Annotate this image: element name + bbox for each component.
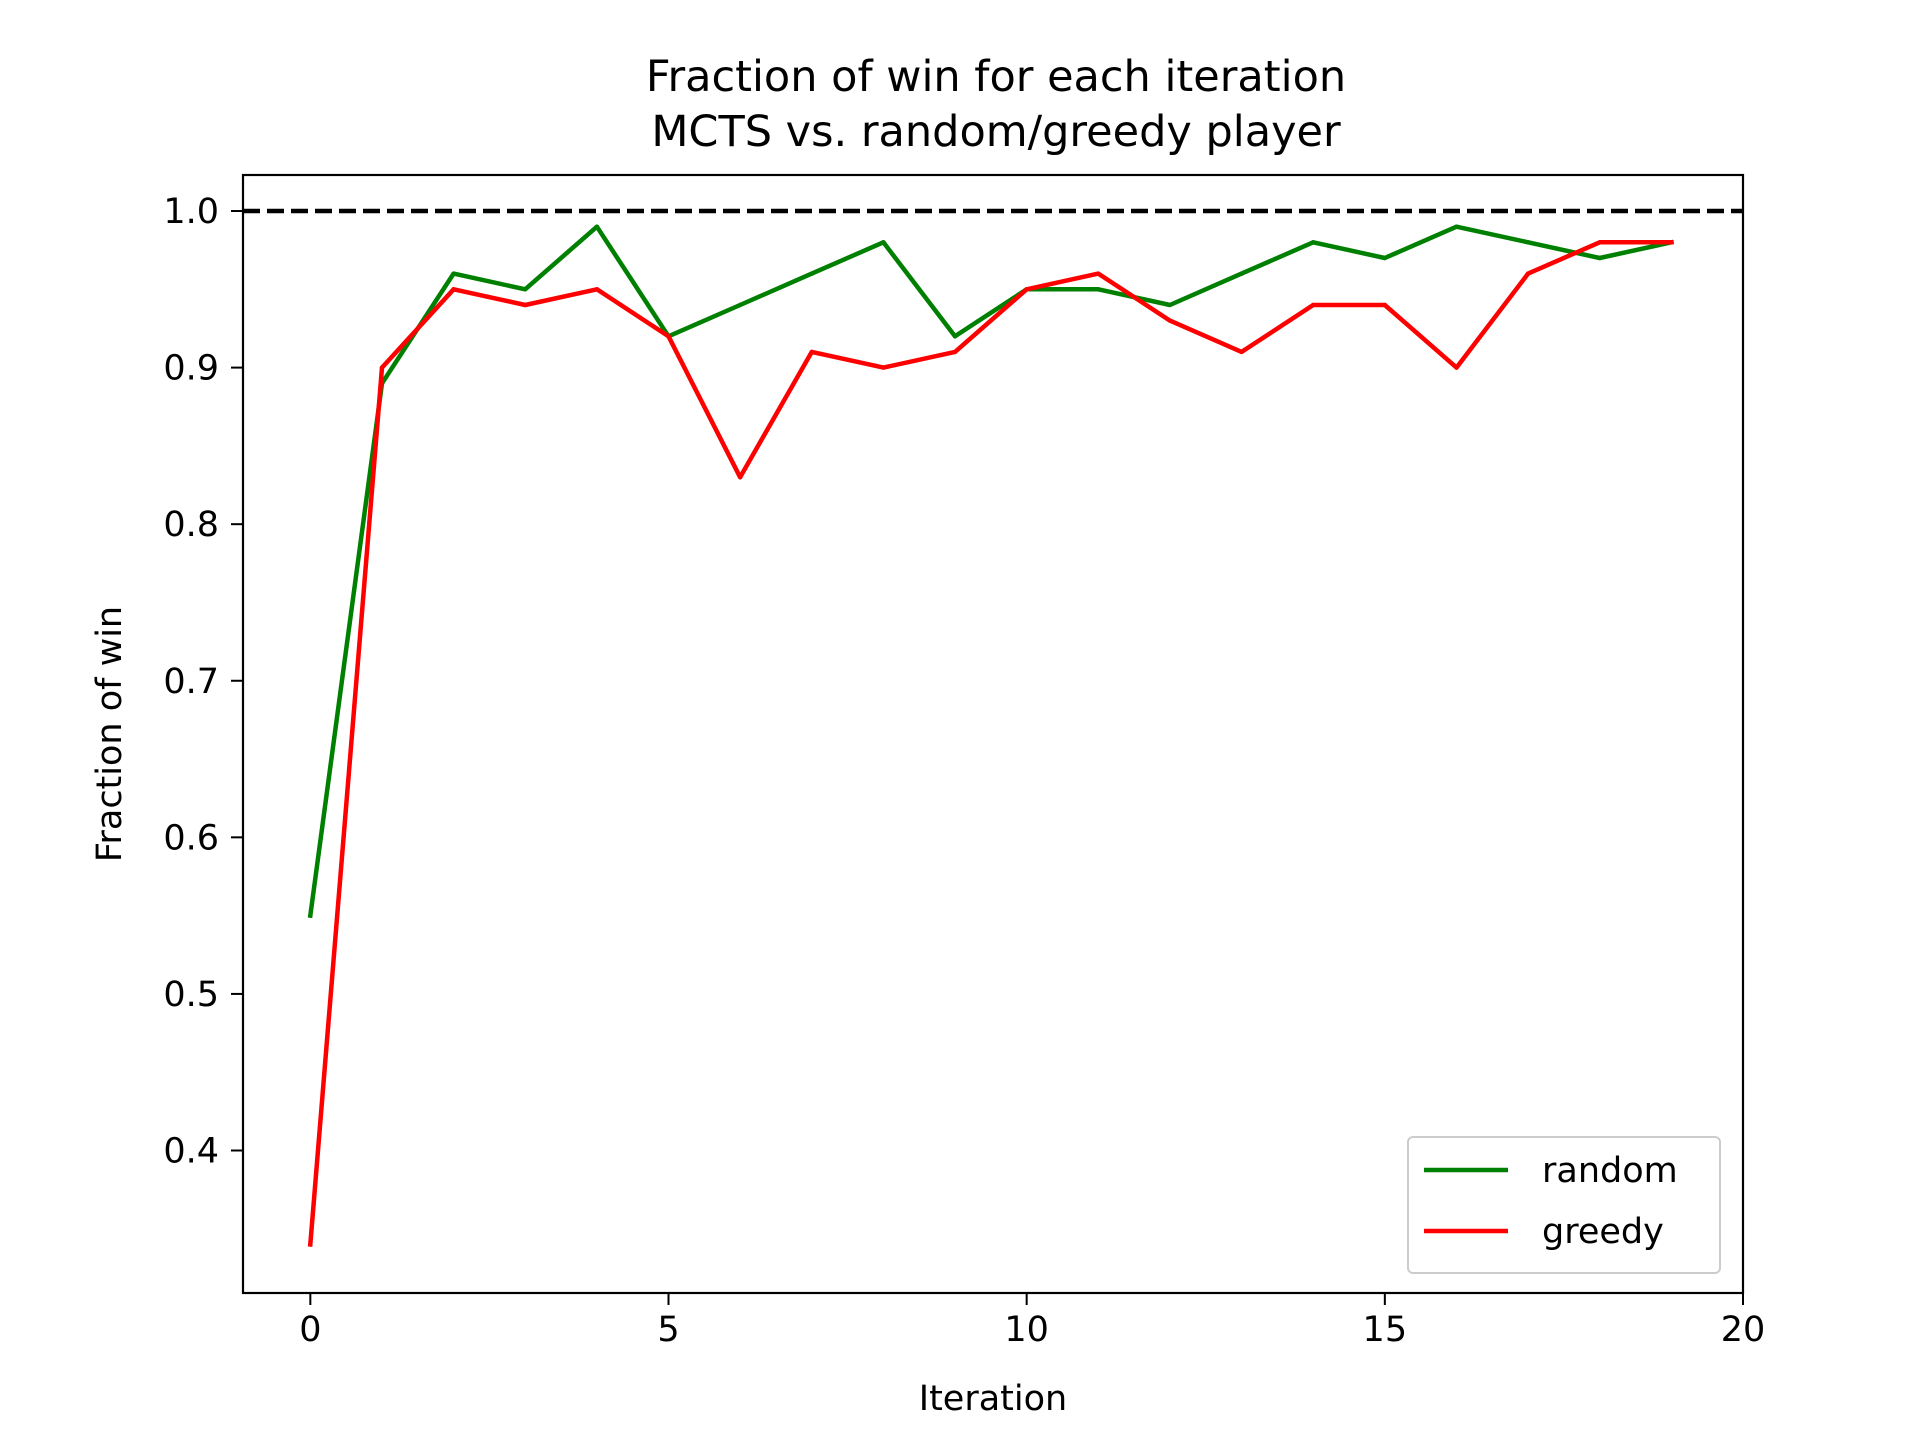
- data-point-greedy-1: [379, 365, 385, 370]
- data-point-random-11: [1096, 287, 1101, 292]
- data-point-random-17: [1525, 240, 1531, 245]
- y-tick-label: 0.9: [163, 349, 219, 389]
- data-point-random-13: [1239, 271, 1244, 276]
- data-point-random-8: [881, 240, 886, 245]
- data-point-random-4: [594, 224, 600, 229]
- chart-subtitle: MCTS vs. random/greedy player: [651, 107, 1341, 157]
- data-point-greedy-8: [881, 365, 886, 370]
- chart-title: Fraction of win for each iteration: [646, 52, 1346, 102]
- data-point-greedy-11: [1096, 271, 1101, 276]
- data-point-greedy-15: [1382, 302, 1388, 308]
- legend-label-random: random: [1542, 1151, 1678, 1191]
- x-axis-label: Iteration: [919, 1379, 1067, 1419]
- y-tick-label: 0.8: [163, 505, 219, 545]
- data-point-greedy-3: [523, 302, 528, 308]
- data-point-greedy-7: [809, 349, 814, 355]
- data-point-random-15: [1382, 255, 1388, 261]
- data-point-greedy-18: [1597, 240, 1602, 245]
- y-tick-label: 0.5: [163, 975, 219, 1015]
- data-point-greedy-9: [952, 349, 958, 355]
- legend: random greedy: [1407, 1136, 1721, 1274]
- data-point-random-3: [523, 287, 528, 292]
- x-tick-label: 5: [657, 1310, 679, 1350]
- x-tick-label: 20: [1721, 1310, 1766, 1350]
- data-point-greedy-0: [308, 1242, 313, 1247]
- legend-label-greedy: greedy: [1542, 1212, 1664, 1252]
- x-tick-label: 0: [299, 1310, 321, 1350]
- data-point-greedy-6: [737, 475, 743, 480]
- data-point-random-16: [1454, 224, 1459, 229]
- data-point-random-7: [809, 271, 814, 276]
- data-point-random-18: [1597, 255, 1602, 261]
- data-point-greedy-10: [1024, 287, 1029, 292]
- y-axis-label: Fraction of win: [90, 606, 130, 862]
- x-tick-label: 10: [1004, 1310, 1049, 1350]
- data-point-greedy-4: [594, 287, 600, 292]
- series-line-greedy: [307, 240, 1674, 1247]
- y-tick-label: 0.7: [163, 662, 219, 702]
- data-point-greedy-19: [1669, 240, 1674, 245]
- data-point-greedy-17: [1525, 271, 1531, 276]
- y-tick-label: 0.4: [163, 1132, 219, 1172]
- y-tick-label: 1.0: [163, 192, 219, 232]
- axes-frame: [241, 173, 1745, 1295]
- series-line-random: [307, 224, 1675, 919]
- data-point-random-12: [1167, 302, 1173, 308]
- y-tick-label: 0.6: [163, 818, 219, 858]
- x-tick-label: 15: [1363, 1310, 1408, 1350]
- data-point-greedy-12: [1167, 318, 1173, 323]
- data-point-random-14: [1311, 240, 1316, 245]
- data-point-random-2: [451, 271, 456, 276]
- data-point-greedy-16: [1454, 365, 1459, 370]
- data-point-greedy-5: [666, 334, 671, 339]
- data-point-random-9: [952, 334, 958, 339]
- data-point-greedy-2: [451, 287, 456, 292]
- data-point-greedy-13: [1239, 349, 1244, 355]
- plot-area: 0 5 10 15 20 0.4 0.5 0.6 0.7 0.8 0.9 1.0: [163, 192, 1765, 1350]
- data-point-random-6: [737, 302, 743, 308]
- data-point-greedy-14: [1311, 302, 1316, 308]
- data-point-random-0: [308, 913, 313, 918]
